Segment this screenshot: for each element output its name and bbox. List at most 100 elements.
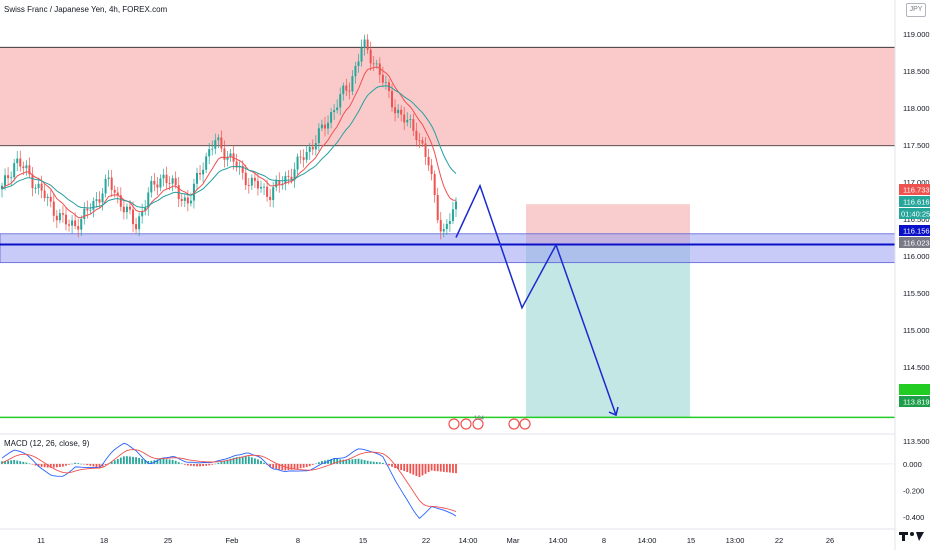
macd-bar [244, 456, 247, 464]
macd-bar [321, 461, 323, 464]
candle [421, 136, 424, 148]
candle [397, 104, 400, 119]
price-tag-target: 113.819 [899, 396, 930, 407]
time-tick-label: 8 [602, 536, 606, 545]
candle [208, 142, 211, 165]
macd-bar [132, 456, 134, 464]
macd-bar [302, 463, 305, 468]
candle [83, 202, 86, 225]
candle [229, 148, 232, 162]
candle [171, 175, 174, 192]
candle [196, 167, 199, 190]
candle [281, 176, 284, 190]
candle [156, 177, 159, 196]
candle [360, 39, 363, 67]
candle [235, 153, 238, 172]
macd-bar [10, 460, 13, 464]
macd-bar [159, 458, 162, 464]
macd-bar [80, 463, 83, 465]
macd-bar [58, 463, 61, 467]
macd-bar [263, 462, 265, 464]
event-marker-icon[interactable] [472, 418, 484, 430]
macd-bar [381, 462, 384, 464]
macd-bar [226, 459, 229, 464]
event-marker-icon[interactable] [519, 418, 531, 430]
macd-bar [436, 463, 439, 472]
macd-bar [4, 460, 6, 464]
candle [409, 114, 412, 129]
candle [238, 161, 241, 175]
time-tick-label: 25 [164, 536, 172, 545]
macd-bar [250, 457, 253, 464]
candle [159, 174, 162, 192]
price-tick-label: 115.000 [903, 326, 930, 335]
symbol-title[interactable]: Swiss Franc / Japanese Yen, 4h, FOREX.co… [4, 5, 168, 14]
macd-bar [354, 458, 357, 464]
event-markers[interactable]: 104 [448, 416, 531, 430]
candle [330, 107, 333, 129]
macd-bar [13, 459, 16, 464]
event-marker-icon[interactable] [448, 418, 460, 430]
macd-bar [28, 463, 31, 465]
currency-badge[interactable]: JPY [906, 3, 926, 17]
macd-bar [113, 460, 116, 464]
candle [418, 132, 421, 149]
macd-bar [412, 463, 415, 475]
zone-bottom-label: 116.023 [903, 239, 930, 248]
macd-bar [77, 463, 80, 464]
macd-axis[interactable]: 0.000 -0.200 -0.400 [903, 460, 924, 522]
time-tick-label: 26 [826, 536, 834, 545]
tradingview-logo-icon[interactable] [897, 528, 927, 544]
macd-indicator-label[interactable]: MACD (12, 26, close, 9) [4, 439, 90, 448]
macd-bar [193, 463, 195, 467]
candle [37, 177, 40, 195]
projection-arrow-head [608, 406, 619, 417]
macd-bar [455, 463, 457, 474]
candle [384, 75, 387, 90]
macd-bar [317, 462, 320, 464]
candle [293, 162, 296, 188]
candle [101, 188, 104, 211]
time-tick-label: 15 [359, 536, 367, 545]
macd-bar [232, 457, 235, 464]
candle [363, 34, 366, 56]
macd-bar [223, 460, 226, 464]
macd-bar [287, 463, 290, 471]
macd-bar [101, 463, 104, 467]
candle [150, 175, 153, 198]
candle [28, 157, 31, 179]
macd-bar [180, 463, 183, 464]
macd-bar [290, 463, 293, 470]
candle [366, 34, 369, 54]
macd-bar [345, 459, 348, 464]
macd-bar [22, 461, 25, 464]
price-tick-label: 114.500 [903, 363, 930, 372]
macd-bar [174, 460, 177, 464]
macd-bar [281, 463, 284, 471]
macd-bar [52, 463, 55, 468]
time-tick-label: 14:00 [459, 536, 478, 545]
macd-bar [247, 456, 250, 464]
price-tick-label: 116.500 [903, 215, 930, 224]
take-profit-box [526, 244, 690, 418]
macd-bar [55, 463, 58, 468]
macd-bar [308, 463, 311, 467]
macd-bar [19, 461, 22, 464]
time-axis[interactable]: 11 18 25 Feb 8 15 22 14:00 Mar 14:00 8 14:00 15 13:00… [37, 536, 834, 545]
macd-bar [196, 463, 198, 467]
macd-bar [34, 463, 37, 466]
candlestick-series [1, 34, 457, 240]
candle [299, 149, 302, 164]
macd-bar [241, 456, 244, 464]
macd-bar [202, 463, 205, 467]
macd-line [1, 442, 457, 519]
event-marker-icon[interactable] [460, 418, 472, 430]
macd-bar [439, 463, 442, 472]
event-marker-icon[interactable] [508, 418, 520, 430]
macd-bar [217, 462, 220, 464]
candle [89, 203, 92, 215]
price-tick-label: 117.500 [903, 141, 930, 150]
candle [263, 183, 266, 196]
macd-bar [415, 463, 418, 476]
